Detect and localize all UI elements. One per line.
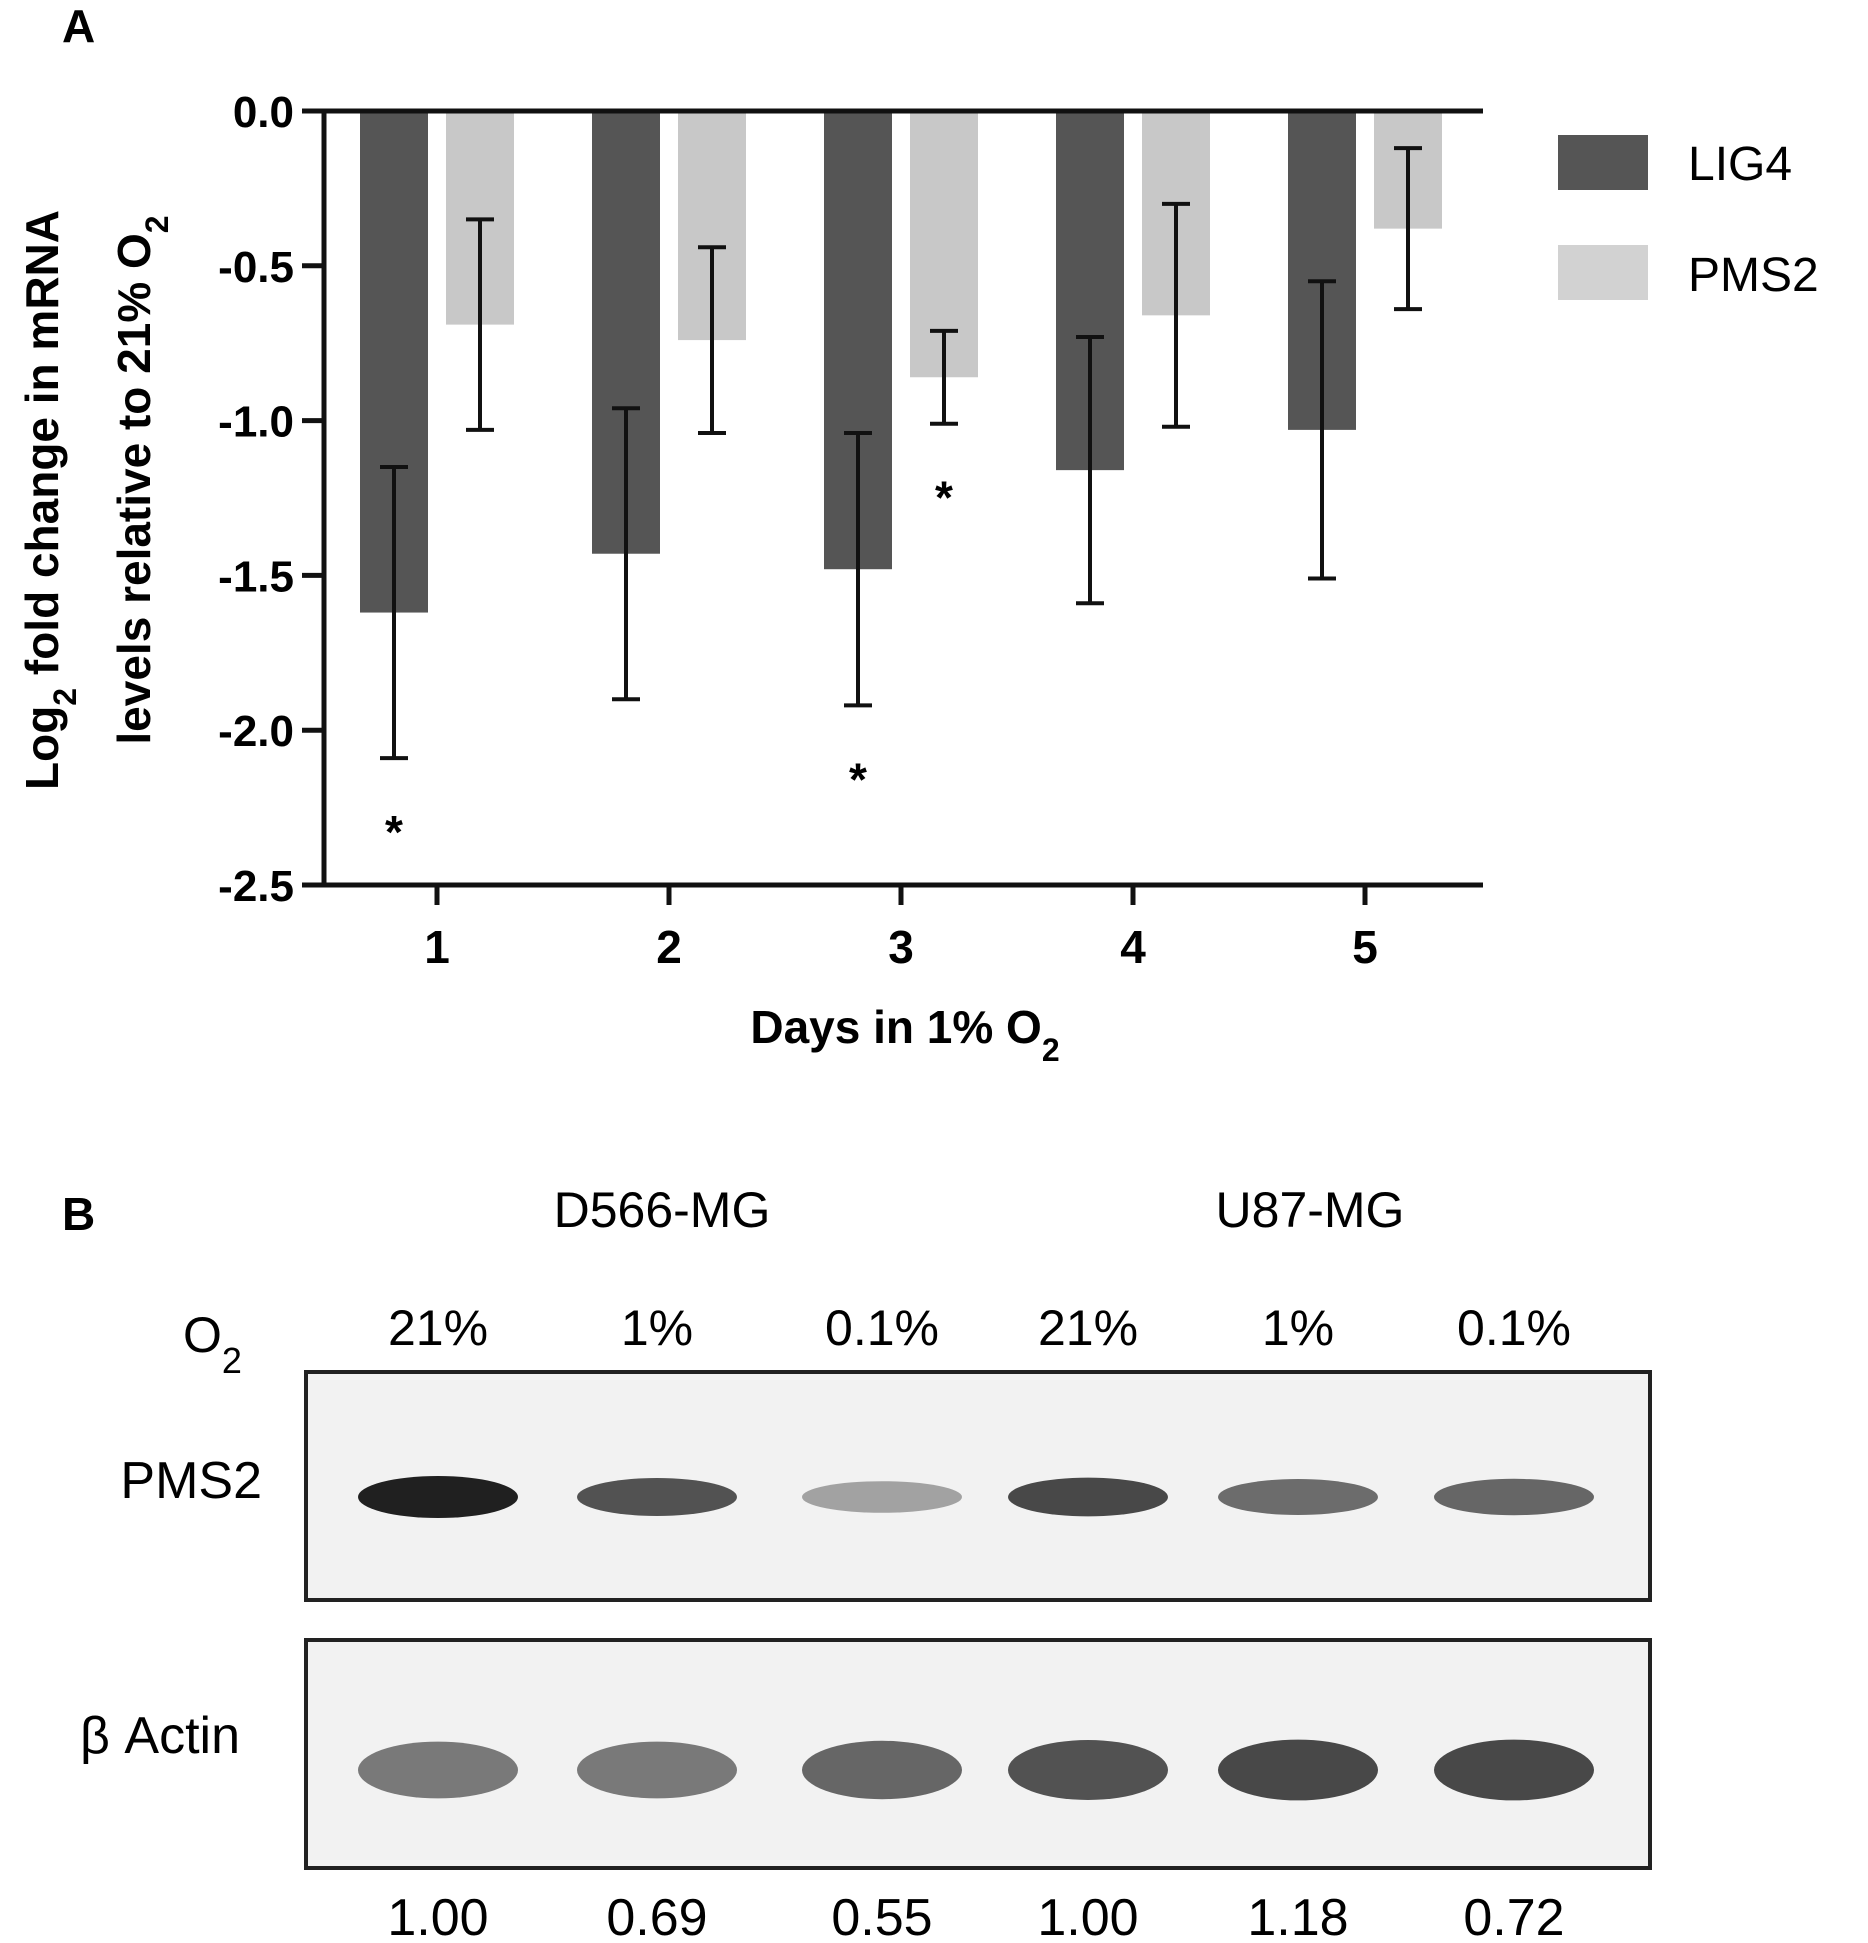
quantification-value: 1.00 <box>387 1889 488 1943</box>
error-bar-lig4-day2 <box>612 406 640 702</box>
band-actin-lane2 <box>577 1741 737 1799</box>
band-pms2-lane3 <box>802 1481 962 1513</box>
o2-row-label: O2 <box>183 1307 242 1381</box>
significance-mark: * <box>385 806 403 858</box>
blot-label-actin: β Actin <box>80 1707 240 1765</box>
blot-label-pms2: PMS2 <box>120 1452 262 1510</box>
error-bar-lig4-day1 <box>380 465 408 761</box>
quantification-value: 1.18 <box>1247 1889 1348 1943</box>
x-tick-label: 2 <box>656 921 682 973</box>
quantification-value: 0.72 <box>1463 1889 1564 1943</box>
blot-bands <box>358 1476 1594 1801</box>
band-actin-lane1 <box>358 1741 518 1799</box>
y-tick-label: -1.5 <box>218 552 294 601</box>
y-tick-label: 0.0 <box>233 88 294 137</box>
error-bar-pms2-day2 <box>698 245 726 435</box>
y-tick-label: -2.0 <box>218 707 294 756</box>
significance-mark: * <box>935 472 953 524</box>
band-actin-lane6 <box>1434 1739 1594 1801</box>
legend-label-lig4: LIG4 <box>1688 138 1792 191</box>
blot-frame-actin <box>304 1638 1652 1870</box>
significance-mark: * <box>849 753 867 805</box>
error-bar-pms2-day4 <box>1162 201 1190 429</box>
error-bar-pms2-day1 <box>466 217 494 432</box>
error-bar-lig4-day4 <box>1076 335 1104 606</box>
band-actin-lane4 <box>1008 1740 1168 1800</box>
quantification-value: 0.69 <box>606 1889 707 1943</box>
x-tick-label: 4 <box>1120 921 1146 973</box>
error-bar-lig4-day5 <box>1308 279 1336 581</box>
x-axis-label: Days in 1% O2 <box>750 1001 1059 1068</box>
y-axis-label-line1: Log2 fold change in mRNA <box>16 210 83 790</box>
x-tick-label: 5 <box>1352 921 1378 973</box>
panel-a-label: A <box>62 0 95 52</box>
panel-b-label: B <box>62 1188 95 1240</box>
condition-label: 21% <box>1038 1300 1138 1356</box>
legend: LIG4 PMS2 <box>1558 135 1819 302</box>
error-bar-pms2-day3 <box>930 328 958 426</box>
band-actin-lane5 <box>1218 1739 1378 1801</box>
condition-label: 0.1% <box>1457 1300 1571 1356</box>
band-pms2-lane2 <box>577 1478 737 1516</box>
quantification-values: 1.00 0.69 0.55 1.00 1.18 0.72 <box>387 1889 1564 1943</box>
y-tick-label: -2.5 <box>218 862 294 911</box>
cell-line-d566: D566-MG <box>554 1182 771 1238</box>
x-tick-label: 3 <box>888 921 914 973</box>
blot-frame-pms2 <box>304 1370 1652 1602</box>
y-tick-label: -0.5 <box>218 243 294 292</box>
error-bar-pms2-day5 <box>1394 146 1422 312</box>
legend-swatch-pms2 <box>1558 245 1648 300</box>
quantification-value: 1.00 <box>1037 1889 1138 1943</box>
condition-label: 1% <box>621 1300 693 1356</box>
condition-label: 1% <box>1262 1300 1334 1356</box>
band-pms2-lane1 <box>358 1476 518 1518</box>
band-pms2-lane4 <box>1008 1477 1168 1517</box>
quantification-value: 0.55 <box>831 1889 932 1943</box>
legend-swatch-lig4 <box>1558 135 1648 190</box>
error-bar-lig4-day3 <box>844 430 872 708</box>
y-axis-label-line2: levels relative to 21% O2 <box>108 215 175 744</box>
band-actin-lane3 <box>802 1740 962 1800</box>
y-tick-label: -1.0 <box>218 398 294 447</box>
band-pms2-lane5 <box>1218 1479 1378 1515</box>
condition-label: 0.1% <box>825 1300 939 1356</box>
cell-line-u87: U87-MG <box>1216 1182 1405 1238</box>
band-pms2-lane6 <box>1434 1478 1594 1516</box>
condition-label: 21% <box>388 1300 488 1356</box>
condition-labels: 21% 1% 0.1% 21% 1% 0.1% <box>388 1300 1571 1356</box>
legend-label-pms2: PMS2 <box>1688 249 1819 302</box>
bar-plot-area: * * * 0.0 -0.5 -1.0 -1.5 -2.0 -2.5 1 2 3 4 5 <box>218 88 1483 973</box>
x-tick-label: 1 <box>424 921 450 973</box>
